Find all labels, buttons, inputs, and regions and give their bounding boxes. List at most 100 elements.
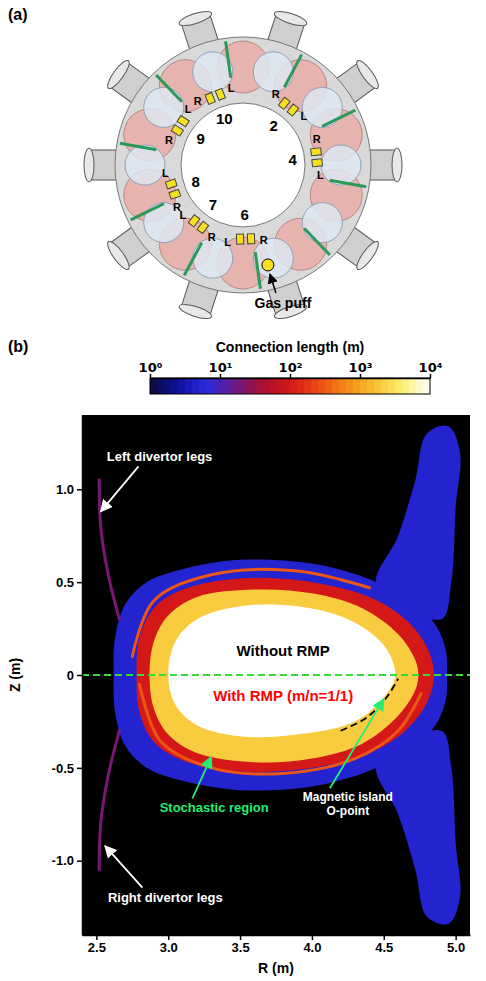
strip [120,143,156,149]
divertor-probes [188,215,208,234]
colorbar-segment [388,378,396,394]
panel-label: (a) [8,6,28,23]
colorbar-segment [255,378,263,394]
colorbar-axis-tick: 10⁰ [139,360,163,378]
colorbar-segment [269,378,277,394]
section-number: 2 [270,117,278,134]
divertor-probe [205,93,215,105]
gas-puff-port [262,259,274,271]
connection-length-region [376,425,461,620]
y-axis-title: Z (m) [7,658,23,692]
divertor-probes [236,234,254,245]
annotation: With RMP (m/n=1/1) [213,687,353,704]
y-axis-tick: 0.5 [56,575,82,590]
x-axis-tick-label: 3.0 [160,940,178,955]
side-letter: R [173,201,181,213]
colorbar-segment [185,378,193,394]
side-letter: R [165,134,173,146]
divertor-probe [169,189,181,199]
side-letter: R [208,231,216,243]
divertor-probe [177,116,189,127]
colorbar-segment [171,378,179,394]
field-line-trace [139,684,421,774]
section-number: 4 [289,151,298,168]
divertor-section: 8LR [162,167,200,213]
annotation-arrow [101,466,139,511]
colorbar-segment [423,378,431,394]
divertor-probe [311,148,322,156]
divertor-probe [247,234,254,244]
y-axis-tick-mark [77,675,82,677]
port-flange [125,145,165,185]
port-cap [354,239,382,272]
strip [322,110,355,126]
annotation-arrow [105,846,142,888]
divertor-probe [312,159,323,167]
x-axis: 2.53.03.54.04.55.0 [83,935,471,955]
y-axis-tick: -1.0 [52,853,82,868]
gas-puff-label: Gas puff [255,295,312,311]
colorbar-segment [416,378,424,394]
colorbar-segment [381,378,389,394]
colorbar-segment [241,378,249,394]
side-letter: R [260,234,268,246]
colorbar-segment [395,378,403,394]
colorbar-segment [367,378,375,394]
colorbar-axis-tick-label: 10² [279,360,303,375]
colorbar-segment [213,378,221,394]
connection-length-region [376,730,461,925]
midplane-line [82,674,470,676]
strip [184,243,201,276]
colorbar-segment [164,378,172,394]
colorbar-segment [178,378,186,394]
side-letter: L [162,167,169,179]
colorbar-axis-tick-label: 10⁴ [419,360,443,375]
port-flange [253,52,293,92]
x-axis-tick-label: 3.5 [232,940,250,955]
divertor-probes [165,179,180,199]
section-number: 6 [241,206,249,223]
colorbar-axis-tick: 10⁴ [419,360,443,378]
strip [284,55,301,88]
field-line-trace [99,731,119,870]
side-letter: R [194,95,202,107]
colorbar-segment [262,378,270,394]
colorbar-axis-tick: 10² [279,360,303,378]
y-axis-tick-mark [77,768,82,770]
plot-area [82,415,470,935]
divertor-section: 2LR [270,88,308,134]
x-axis-line [83,935,471,937]
y-axis-tick-label: 1.0 [56,482,74,497]
port-cap [104,58,132,91]
port-cap [178,301,213,321]
x-axis-tick-label: 4.0 [303,940,321,955]
strip [304,228,330,255]
colorbar-segment [290,378,298,394]
colorbar-segment [192,378,200,394]
colorbar-axis-tick-label: 10¹ [209,360,233,375]
y-axis-tick-mark [77,860,82,862]
colorbar-segment [304,378,312,394]
y-axis-tick-label: 0 [67,668,74,683]
divertor-probe [236,234,243,244]
colorbar-segment [150,378,158,394]
x-axis-tick: 5.0 [447,935,465,955]
annotation: Stochastic region [160,800,269,815]
port-cap [84,148,94,182]
port-flange [302,203,342,243]
port-cap [392,148,402,182]
colorbar-segment [227,378,235,394]
side-letter: L [228,82,235,94]
panel-label: (b) [8,338,28,355]
x-axis-title: R (m) [258,960,294,976]
x-axis-tick: 3.5 [232,935,250,955]
plot-background [82,415,470,935]
colorbar-segment [318,378,326,394]
colorbar-segment [297,378,305,394]
central-hole [181,103,305,227]
side-letter: L [317,169,324,181]
x-axis-tick: 4.0 [303,935,321,955]
strip [226,41,231,78]
colorbar-axis-tick: 10³ [349,360,373,378]
colorbar-segment [199,378,207,394]
